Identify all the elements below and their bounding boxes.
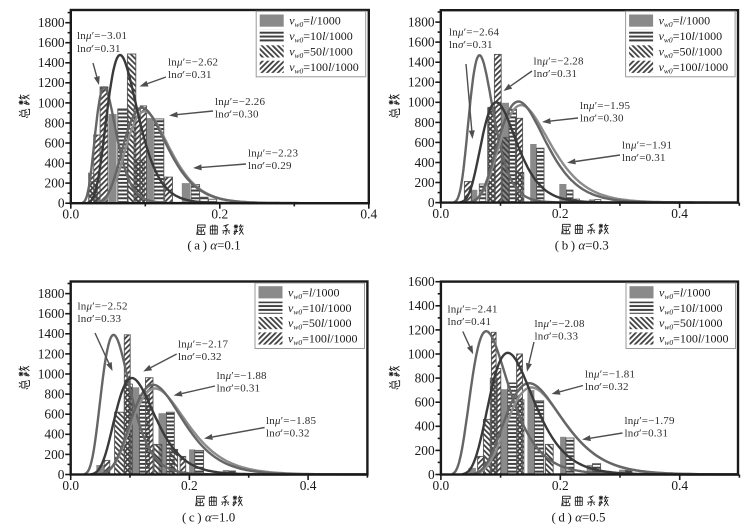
svg-text:1400: 1400 [38,326,65,341]
svg-text:lnσ′=0.31: lnσ′=0.31 [168,69,212,81]
svg-text:vw0=100l/1000: vw0=100l/1000 [288,332,358,348]
svg-text:0: 0 [428,195,435,210]
svg-text:1600: 1600 [408,274,435,289]
svg-text:vw0=10l/1000: vw0=10l/1000 [288,301,352,317]
svg-text:1000: 1000 [408,346,435,361]
svg-text:0.4: 0.4 [300,478,317,493]
svg-text:vw0=10l/1000: vw0=10l/1000 [659,301,723,317]
svg-text:600: 600 [45,135,65,150]
svg-text:0.0: 0.0 [433,478,450,493]
svg-text:lnσ′=0.31: lnσ′=0.31 [625,428,669,440]
svg-text:400: 400 [415,419,435,434]
svg-text:lnμ′=−2.62: lnμ′=−2.62 [168,57,218,69]
svg-text:lnσ′=0.29: lnσ′=0.29 [248,160,292,172]
svg-text:600: 600 [44,407,64,422]
svg-text:lnμ′=−2.08: lnμ′=−2.08 [535,318,585,330]
svg-text:lnσ′=0.41: lnσ′=0.41 [448,316,492,328]
svg-text:1200: 1200 [408,322,435,337]
svg-text:lnσ′=0.31: lnσ′=0.31 [622,152,666,164]
svg-text:1600: 1600 [408,35,435,50]
svg-text:vw0=50l/1000: vw0=50l/1000 [659,316,723,332]
svg-text:lnμ′=−1.88: lnμ′=−1.88 [217,370,267,382]
svg-text:600: 600 [415,395,435,410]
svg-text:lnσ′=0.31: lnσ′=0.31 [77,43,121,55]
svg-text:lnσ′=0.32: lnσ′=0.32 [266,427,310,439]
svg-text:vw0=50l/1000: vw0=50l/1000 [288,316,352,332]
svg-text:lnμ′=−2.17: lnμ′=−2.17 [178,338,228,350]
svg-text:0.2: 0.2 [181,478,198,493]
svg-text:200: 200 [415,443,435,458]
svg-text:lnσ′=0.33: lnσ′=0.33 [78,313,122,325]
svg-text:800: 800 [415,371,435,386]
svg-text:200: 200 [415,175,435,190]
svg-text:( a ) α=0.1: ( a ) α=0.1 [187,238,240,253]
svg-text:lnσ′=0.33: lnσ′=0.33 [535,331,579,343]
svg-text:400: 400 [45,156,65,171]
svg-text:lnσ′=0.31: lnσ′=0.31 [534,68,578,80]
svg-text:0.2: 0.2 [552,206,569,221]
svg-text:0.0: 0.0 [62,207,79,222]
svg-text:1800: 1800 [408,15,435,30]
svg-text:vw0=50l/1000: vw0=50l/1000 [659,45,723,61]
svg-text:vw0=100l/1000: vw0=100l/1000 [659,332,729,348]
svg-text:600: 600 [415,135,435,150]
svg-text:lnμ′=−1.95: lnμ′=−1.95 [580,100,630,112]
svg-text:800: 800 [44,387,64,402]
svg-text:0.0: 0.0 [62,478,79,493]
svg-text:1600: 1600 [38,306,65,321]
svg-text:vw0=10l/1000: vw0=10l/1000 [659,29,723,45]
svg-text:400: 400 [415,155,435,170]
svg-text:0.4: 0.4 [671,478,688,493]
svg-text:200: 200 [44,447,64,462]
svg-text:0: 0 [58,467,65,482]
svg-text:lnμ′=−2.52: lnμ′=−2.52 [78,301,128,313]
svg-text:1200: 1200 [38,75,65,90]
svg-text:( d ) α=0.5: ( d ) α=0.5 [551,510,605,525]
svg-text:( b ) α=0.3: ( b ) α=0.3 [555,238,609,253]
svg-text:vw0=100l/1000: vw0=100l/1000 [289,60,359,76]
svg-text:vw0=10l/1000: vw0=10l/1000 [289,29,353,45]
svg-text:1000: 1000 [408,95,435,110]
svg-text:lnμ′=−3.01: lnμ′=−3.01 [77,30,127,42]
svg-text:1600: 1600 [38,35,65,50]
svg-text:lnμ′=−2.26: lnμ′=−2.26 [215,96,265,108]
svg-text:lnσ′=0.31: lnσ′=0.31 [217,383,261,395]
svg-text:lnσ′=0.30: lnσ′=0.30 [215,109,259,121]
svg-text:( c ) α=1.0: ( c ) α=1.0 [182,510,235,525]
svg-text:0.2: 0.2 [211,207,228,222]
svg-text:vw0=100l/1000: vw0=100l/1000 [659,60,729,76]
svg-text:1000: 1000 [38,366,65,381]
svg-text:0.0: 0.0 [432,206,449,221]
svg-text:lnμ′=−1.85: lnμ′=−1.85 [266,415,316,427]
svg-text:vw0=50l/1000: vw0=50l/1000 [289,45,353,61]
svg-text:400: 400 [44,427,64,442]
svg-text:0: 0 [58,196,65,211]
svg-text:1200: 1200 [408,75,435,90]
svg-text:1400: 1400 [38,55,65,70]
svg-text:lnσ′=0.32: lnσ′=0.32 [178,351,222,363]
svg-text:0.2: 0.2 [552,478,569,493]
svg-text:1400: 1400 [408,298,435,313]
svg-text:0.4: 0.4 [671,206,688,221]
svg-text:lnμ′=−1.79: lnμ′=−1.79 [625,415,675,427]
svg-text:200: 200 [45,176,65,191]
svg-text:1400: 1400 [408,55,435,70]
svg-text:0: 0 [428,467,435,482]
svg-text:lnσ′=0.31: lnσ′=0.31 [449,39,493,51]
svg-text:800: 800 [415,115,435,130]
svg-text:1000: 1000 [38,95,65,110]
svg-text:1800: 1800 [38,286,65,301]
svg-text:lnμ′=−1.81: lnμ′=−1.81 [585,369,635,381]
svg-text:lnμ′=−2.23: lnμ′=−2.23 [248,148,298,160]
svg-text:lnμ′=−2.28: lnμ′=−2.28 [534,56,584,68]
svg-text:1800: 1800 [38,15,65,30]
svg-text:lnσ′=0.32: lnσ′=0.32 [585,381,629,393]
svg-text:1200: 1200 [38,346,65,361]
svg-text:800: 800 [45,115,65,130]
svg-text:lnσ′=0.30: lnσ′=0.30 [580,112,624,124]
svg-text:lnμ′=−2.64: lnμ′=−2.64 [449,27,499,39]
svg-text:lnμ′=−2.41: lnμ′=−2.41 [448,304,498,316]
svg-text:lnμ′=−1.91: lnμ′=−1.91 [622,139,672,151]
svg-text:0.4: 0.4 [360,207,377,222]
